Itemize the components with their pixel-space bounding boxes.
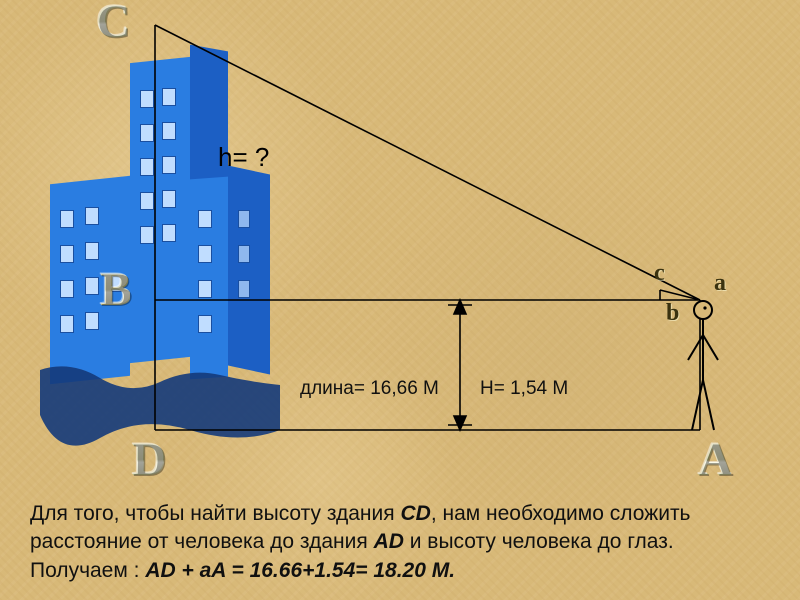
exp-CD: CD	[400, 502, 430, 525]
exp-line2b: и высоту человека до глаз.	[404, 530, 674, 553]
point-label-D: D	[132, 432, 165, 487]
exp-line1b: , нам необходимо сложить	[431, 502, 691, 525]
exp-line2a: расстояние от человека до здания	[30, 530, 374, 553]
label-h-question: h= ?	[218, 142, 269, 173]
label-H-eye: H= 1,54 М	[480, 378, 568, 400]
exp-line3a: Получаем :	[30, 559, 145, 582]
exp-line3b: AD + aA = 16.66+1.54= 18.20 М.	[145, 559, 455, 582]
point-label-C: C	[96, 0, 129, 49]
exp-line1a: Для того, чтобы найти высоту здания	[30, 502, 400, 525]
point-label-b-small: b	[666, 300, 679, 327]
point-label-A: A	[698, 432, 731, 487]
label-length: длина= 16,66 М	[300, 378, 439, 400]
exp-AD: AD	[374, 530, 404, 553]
point-label-a-small: a	[714, 270, 726, 297]
point-label-B: B	[100, 262, 130, 317]
explanation-text: Для того, чтобы найти высоту здания CD, …	[30, 500, 770, 585]
point-label-c-small: c	[654, 260, 665, 287]
